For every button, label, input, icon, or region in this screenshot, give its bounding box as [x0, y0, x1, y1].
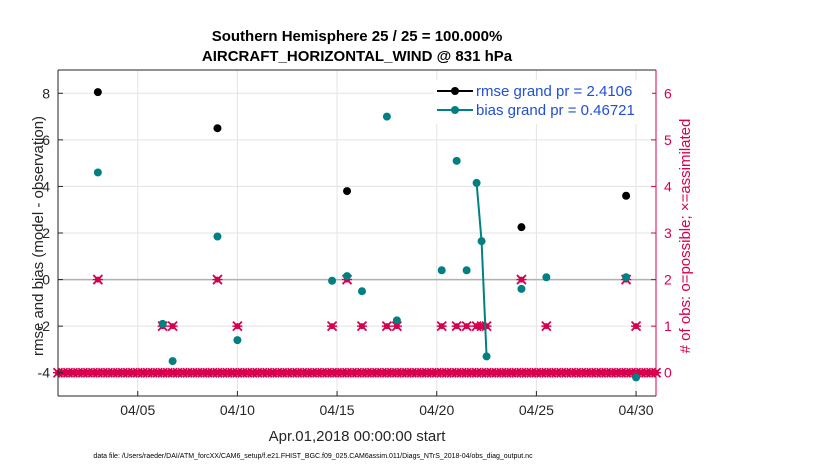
bias-point	[357, 287, 366, 296]
chart-title-line2: AIRCRAFT_HORIZONTAL_WIND @ 831 hPa	[202, 48, 513, 65]
y2-tick-label: 3	[664, 225, 672, 241]
bias-point	[437, 266, 446, 275]
footnote: data file: /Users/raeder/DAI/ATM_forcXX/…	[93, 453, 533, 460]
bias-point	[482, 352, 491, 361]
x-axis-ticks: 04/05 04/10 04/15 04/20 04/25 04/30	[120, 391, 654, 418]
y2-tick-label: 4	[664, 178, 672, 194]
rmse-point	[213, 124, 222, 133]
y-tick-label: 6	[42, 132, 50, 148]
chart-title-line1: Southern Hemisphere 25 / 25 = 100.000%	[212, 28, 503, 45]
legend-marker-rmse	[451, 87, 459, 95]
rmse-point	[517, 223, 526, 232]
y-tick-label: 2	[42, 225, 50, 241]
y2-axis-ticks: 0 1 2 3 4 5 6	[651, 85, 672, 381]
y2-axis-label: # of obs: o=possible; ×=assimilated	[677, 119, 694, 354]
bias-series	[93, 112, 641, 382]
rmse-point	[343, 187, 352, 196]
legend: rmse grand pr = 2.4106 bias grand pr = 0.…	[434, 80, 652, 124]
bias-point	[542, 273, 551, 282]
y-tick-label: -2	[38, 318, 51, 334]
y-axis-ticks: -4 -2 0 2 4 6 8	[38, 85, 63, 381]
bias-point	[343, 272, 352, 281]
axes-frame	[57, 69, 657, 397]
y-tick-label: 0	[42, 272, 50, 288]
y2-tick-label: 2	[664, 272, 672, 288]
bias-point	[168, 357, 177, 366]
legend-label-rmse: rmse grand pr = 2.4106	[476, 83, 632, 100]
x-tick-label: 04/10	[220, 402, 255, 418]
bias-point	[632, 373, 641, 382]
x-tick-label: 04/05	[120, 402, 155, 418]
legend-marker-bias	[451, 106, 459, 114]
bias-point	[462, 266, 471, 275]
x-tick-label: 04/30	[619, 402, 654, 418]
bias-point	[472, 178, 481, 187]
y-tick-label: 4	[42, 178, 50, 194]
bias-point	[517, 284, 526, 293]
y2-tick-label: 5	[664, 132, 672, 148]
legend-box	[434, 80, 652, 124]
x-tick-label: 04/15	[320, 402, 355, 418]
bias-point	[392, 316, 401, 325]
legend-label-bias: bias grand pr = 0.46721	[476, 102, 635, 119]
y2-tick-label: 6	[664, 85, 672, 101]
x-axis-label: Apr.01,2018 00:00:00 start	[269, 428, 447, 445]
y-axis-label: rmse and bias (model - observation)	[30, 116, 47, 356]
bias-point	[158, 319, 167, 328]
bias-point	[233, 336, 242, 345]
rmse-series	[93, 88, 631, 232]
y2-tick-label: 0	[664, 365, 672, 381]
rmse-point	[622, 191, 631, 200]
bias-point	[213, 232, 222, 241]
bias-point	[477, 237, 486, 246]
bias-point	[382, 112, 391, 121]
bias-point	[93, 168, 102, 177]
bias-point	[452, 156, 461, 165]
bias-point	[328, 276, 337, 285]
x-tick-label: 04/20	[419, 402, 454, 418]
bias-point	[622, 273, 631, 282]
rmse-point	[93, 88, 102, 97]
y-tick-label: -4	[38, 365, 51, 381]
y2-tick-label: 1	[664, 318, 672, 334]
y-tick-label: 8	[42, 85, 50, 101]
obs-count-series	[52, 274, 662, 378]
x-tick-label: 04/25	[519, 402, 554, 418]
